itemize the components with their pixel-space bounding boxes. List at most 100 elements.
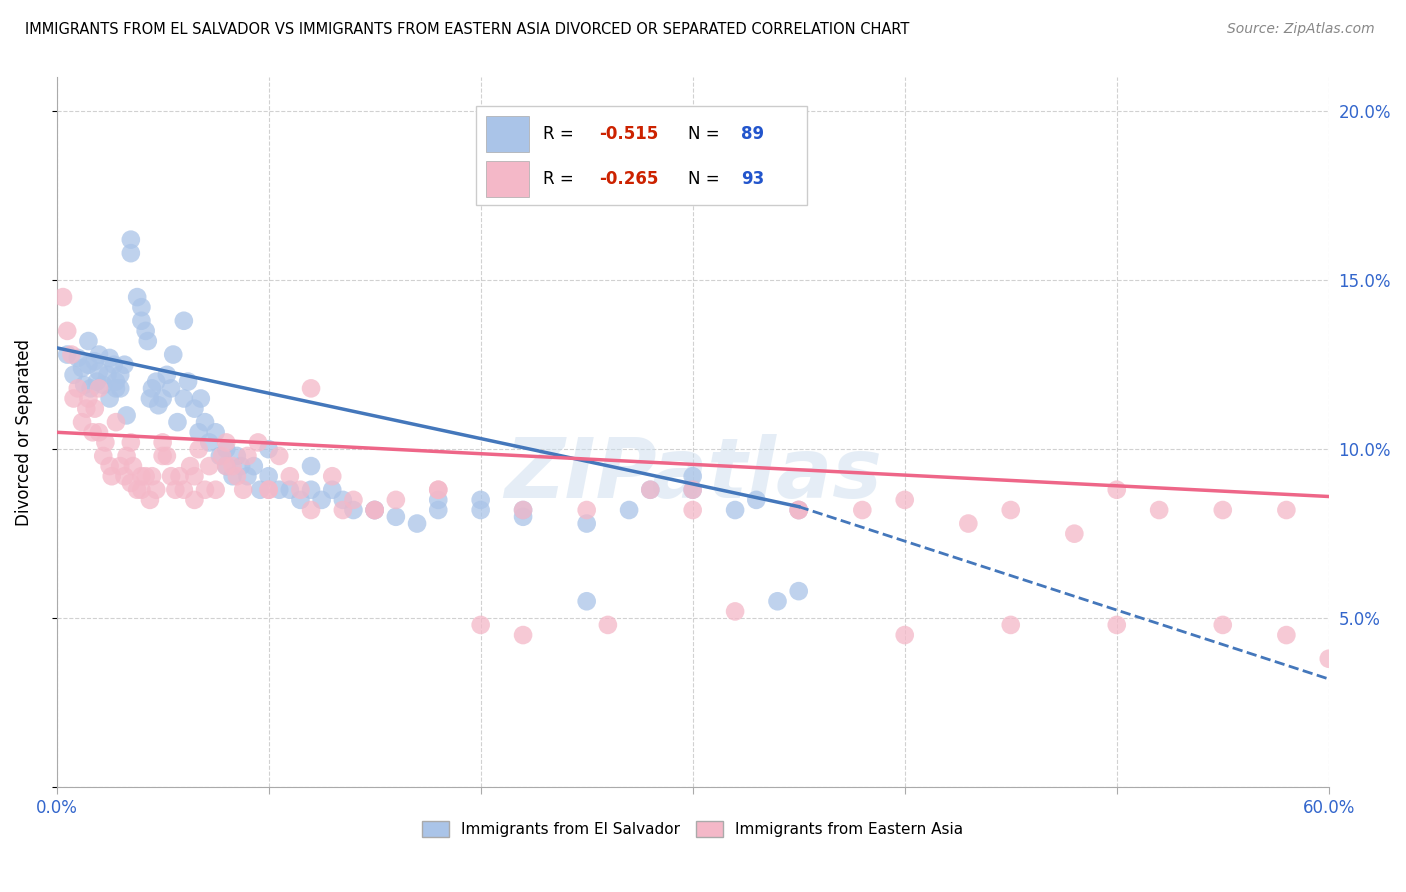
Point xyxy=(470,618,492,632)
Point xyxy=(257,483,280,497)
Point xyxy=(204,425,226,440)
Point xyxy=(156,368,179,382)
Point xyxy=(342,492,364,507)
Point xyxy=(1212,503,1234,517)
Point xyxy=(299,381,322,395)
Point xyxy=(127,290,149,304)
Text: IMMIGRANTS FROM EL SALVADOR VS IMMIGRANTS FROM EASTERN ASIA DIVORCED OR SEPARATE: IMMIGRANTS FROM EL SALVADOR VS IMMIGRANT… xyxy=(25,22,910,37)
Point xyxy=(257,442,280,457)
Point xyxy=(269,483,291,497)
Point xyxy=(221,459,243,474)
Point xyxy=(135,324,157,338)
Point xyxy=(83,401,105,416)
Point xyxy=(56,324,79,338)
Point xyxy=(766,594,789,608)
Point xyxy=(169,469,191,483)
Point xyxy=(77,392,100,406)
Point xyxy=(617,503,640,517)
Point xyxy=(190,392,212,406)
Point xyxy=(187,425,209,440)
Point xyxy=(363,503,385,517)
Point xyxy=(87,364,110,378)
Point xyxy=(215,442,238,457)
Point xyxy=(114,469,136,483)
Point xyxy=(363,503,385,517)
Point xyxy=(851,503,873,517)
Point xyxy=(114,358,136,372)
Point xyxy=(56,347,79,361)
Point xyxy=(724,503,747,517)
Point xyxy=(98,459,121,474)
Point xyxy=(406,516,429,531)
Point xyxy=(321,483,343,497)
Point xyxy=(145,375,167,389)
Point xyxy=(110,381,132,395)
Point xyxy=(177,375,200,389)
Point xyxy=(91,378,114,392)
Point xyxy=(91,449,114,463)
Point xyxy=(215,459,238,474)
Point xyxy=(427,483,450,497)
Point xyxy=(115,409,138,423)
Point xyxy=(512,503,534,517)
Point xyxy=(1000,618,1022,632)
Point xyxy=(152,449,174,463)
Point xyxy=(77,334,100,348)
Point xyxy=(278,469,301,483)
Text: Source: ZipAtlas.com: Source: ZipAtlas.com xyxy=(1227,22,1375,37)
Point xyxy=(152,435,174,450)
Point xyxy=(299,503,322,517)
Point xyxy=(215,459,238,474)
Point xyxy=(60,347,83,361)
Point xyxy=(179,459,201,474)
Point xyxy=(66,351,89,365)
Point xyxy=(512,628,534,642)
Point xyxy=(194,483,217,497)
Point xyxy=(682,503,704,517)
Point xyxy=(247,435,270,450)
Point xyxy=(104,415,127,429)
Point xyxy=(162,347,184,361)
Point xyxy=(1275,503,1298,517)
Point xyxy=(156,449,179,463)
Point xyxy=(204,483,226,497)
Point xyxy=(120,246,142,260)
Point xyxy=(187,442,209,457)
Point xyxy=(724,604,747,618)
Point xyxy=(208,449,231,463)
Point xyxy=(682,469,704,483)
Point xyxy=(1105,483,1128,497)
Point xyxy=(385,492,408,507)
Point xyxy=(75,401,97,416)
Legend: Immigrants from El Salvador, Immigrants from Eastern Asia: Immigrants from El Salvador, Immigrants … xyxy=(416,814,970,843)
Point xyxy=(198,459,221,474)
Point xyxy=(135,469,157,483)
Point xyxy=(52,290,75,304)
Point xyxy=(236,469,259,483)
Point xyxy=(427,503,450,517)
Point xyxy=(198,435,221,450)
Point xyxy=(385,509,408,524)
Point xyxy=(86,375,108,389)
Point xyxy=(575,594,598,608)
Point xyxy=(83,354,105,368)
Point xyxy=(73,378,96,392)
Point xyxy=(332,503,354,517)
Point xyxy=(70,415,93,429)
Point xyxy=(110,368,132,382)
Point xyxy=(787,503,810,517)
Point xyxy=(470,503,492,517)
Y-axis label: Divorced or Separated: Divorced or Separated xyxy=(15,339,32,525)
Point xyxy=(893,628,915,642)
Point xyxy=(787,503,810,517)
Point xyxy=(427,483,450,497)
Point xyxy=(98,392,121,406)
Point xyxy=(363,503,385,517)
Point xyxy=(120,233,142,247)
Point xyxy=(194,415,217,429)
Point xyxy=(321,469,343,483)
Point xyxy=(427,492,450,507)
Point xyxy=(229,459,252,474)
Point xyxy=(115,449,138,463)
Point xyxy=(160,381,183,395)
